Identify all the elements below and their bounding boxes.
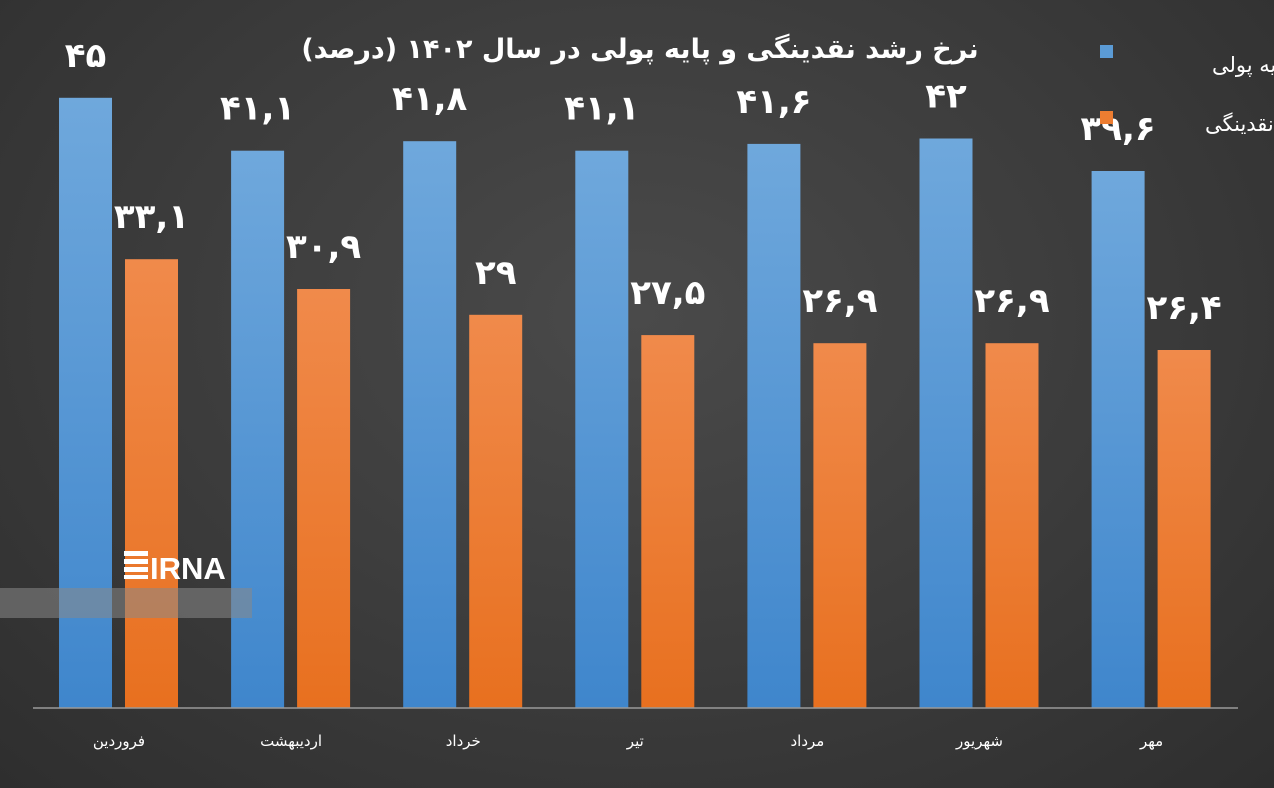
- legend: پایه پولی نقدینگی: [1100, 45, 1274, 136]
- data-label-base-money-5: ۴۱,۶: [736, 82, 811, 122]
- chart-title: نرخ رشد نقدینگی و پایه پولی در سال ۱۴۰۲ …: [301, 33, 978, 65]
- legend-label-base-money: پایه پولی: [1212, 53, 1274, 77]
- bar-liquidity-2: [297, 289, 351, 708]
- bar-base-money-6: [919, 138, 973, 708]
- data-label-base-money-6: ۴۲: [925, 77, 967, 117]
- bar-base-money-3: [403, 141, 457, 708]
- bar-base-money-7: [1091, 171, 1145, 708]
- data-label-liquidity-6: ۲۶,۹: [974, 281, 1049, 321]
- category-label-3: خرداد: [446, 732, 481, 750]
- data-labels-group: ۴۵ ۳۳,۱ ۴۱,۱ ۳۰,۹ ۴۱,۸ ۲۹ ۴۱,۱ ۲۷,۵ ۴۱,۶ ۲۶,۹ ۴۲ ۲۶…: [65, 36, 1222, 328]
- bar-liquidity-6: [985, 343, 1039, 708]
- irna-logo-icon: [124, 551, 148, 579]
- bar-liquidity-4: [641, 335, 695, 708]
- category-label-6: شهریور: [955, 732, 1003, 750]
- bar-liquidity-1: [125, 259, 178, 708]
- category-label-7: مهر: [1139, 732, 1163, 750]
- legend-swatch-base-money: [1100, 45, 1113, 58]
- watermark-band: [0, 588, 252, 618]
- legend-label-liquidity: نقدینگی: [1205, 112, 1274, 136]
- data-label-liquidity-7: ۲۶,۴: [1147, 288, 1222, 328]
- category-label-4: تیر: [626, 732, 644, 750]
- data-label-base-money-4: ۴۱,۱: [564, 89, 639, 129]
- bar-base-money-5: [747, 143, 801, 708]
- category-label-2: اردیبهشت: [260, 732, 322, 750]
- data-label-base-money-1: ۴۵: [65, 36, 107, 76]
- bar-base-money-2: [231, 150, 285, 708]
- irna-watermark: IRNA: [0, 551, 252, 618]
- bar-base-money-4: [575, 150, 629, 708]
- category-label-1: فروردین: [93, 732, 145, 750]
- category-labels-group: فروردین اردیبهشت خرداد تیر مرداد شهریور مهر: [93, 732, 1163, 750]
- data-label-liquidity-3: ۲۹: [475, 253, 517, 293]
- bar-liquidity-5: [813, 343, 867, 708]
- bar-liquidity-7: [1157, 350, 1211, 708]
- watermark-text: IRNA: [150, 551, 226, 586]
- data-label-liquidity-5: ۲۶,۹: [802, 281, 877, 321]
- bar-liquidity-3: [469, 314, 523, 708]
- bars-group: [59, 97, 1211, 709]
- legend-swatch-liquidity: [1100, 111, 1113, 124]
- data-label-base-money-3: ۴۱,۸: [392, 79, 467, 119]
- data-label-base-money-2: ۴۱,۱: [220, 89, 295, 129]
- data-label-base-money-7: ۳۹,۶: [1081, 109, 1156, 149]
- data-label-liquidity-4: ۲۷,۵: [630, 273, 705, 313]
- data-label-liquidity-2: ۳۰,۹: [286, 227, 361, 267]
- data-label-liquidity-1: ۳۳,۱: [114, 197, 189, 237]
- category-label-5: مرداد: [790, 732, 824, 750]
